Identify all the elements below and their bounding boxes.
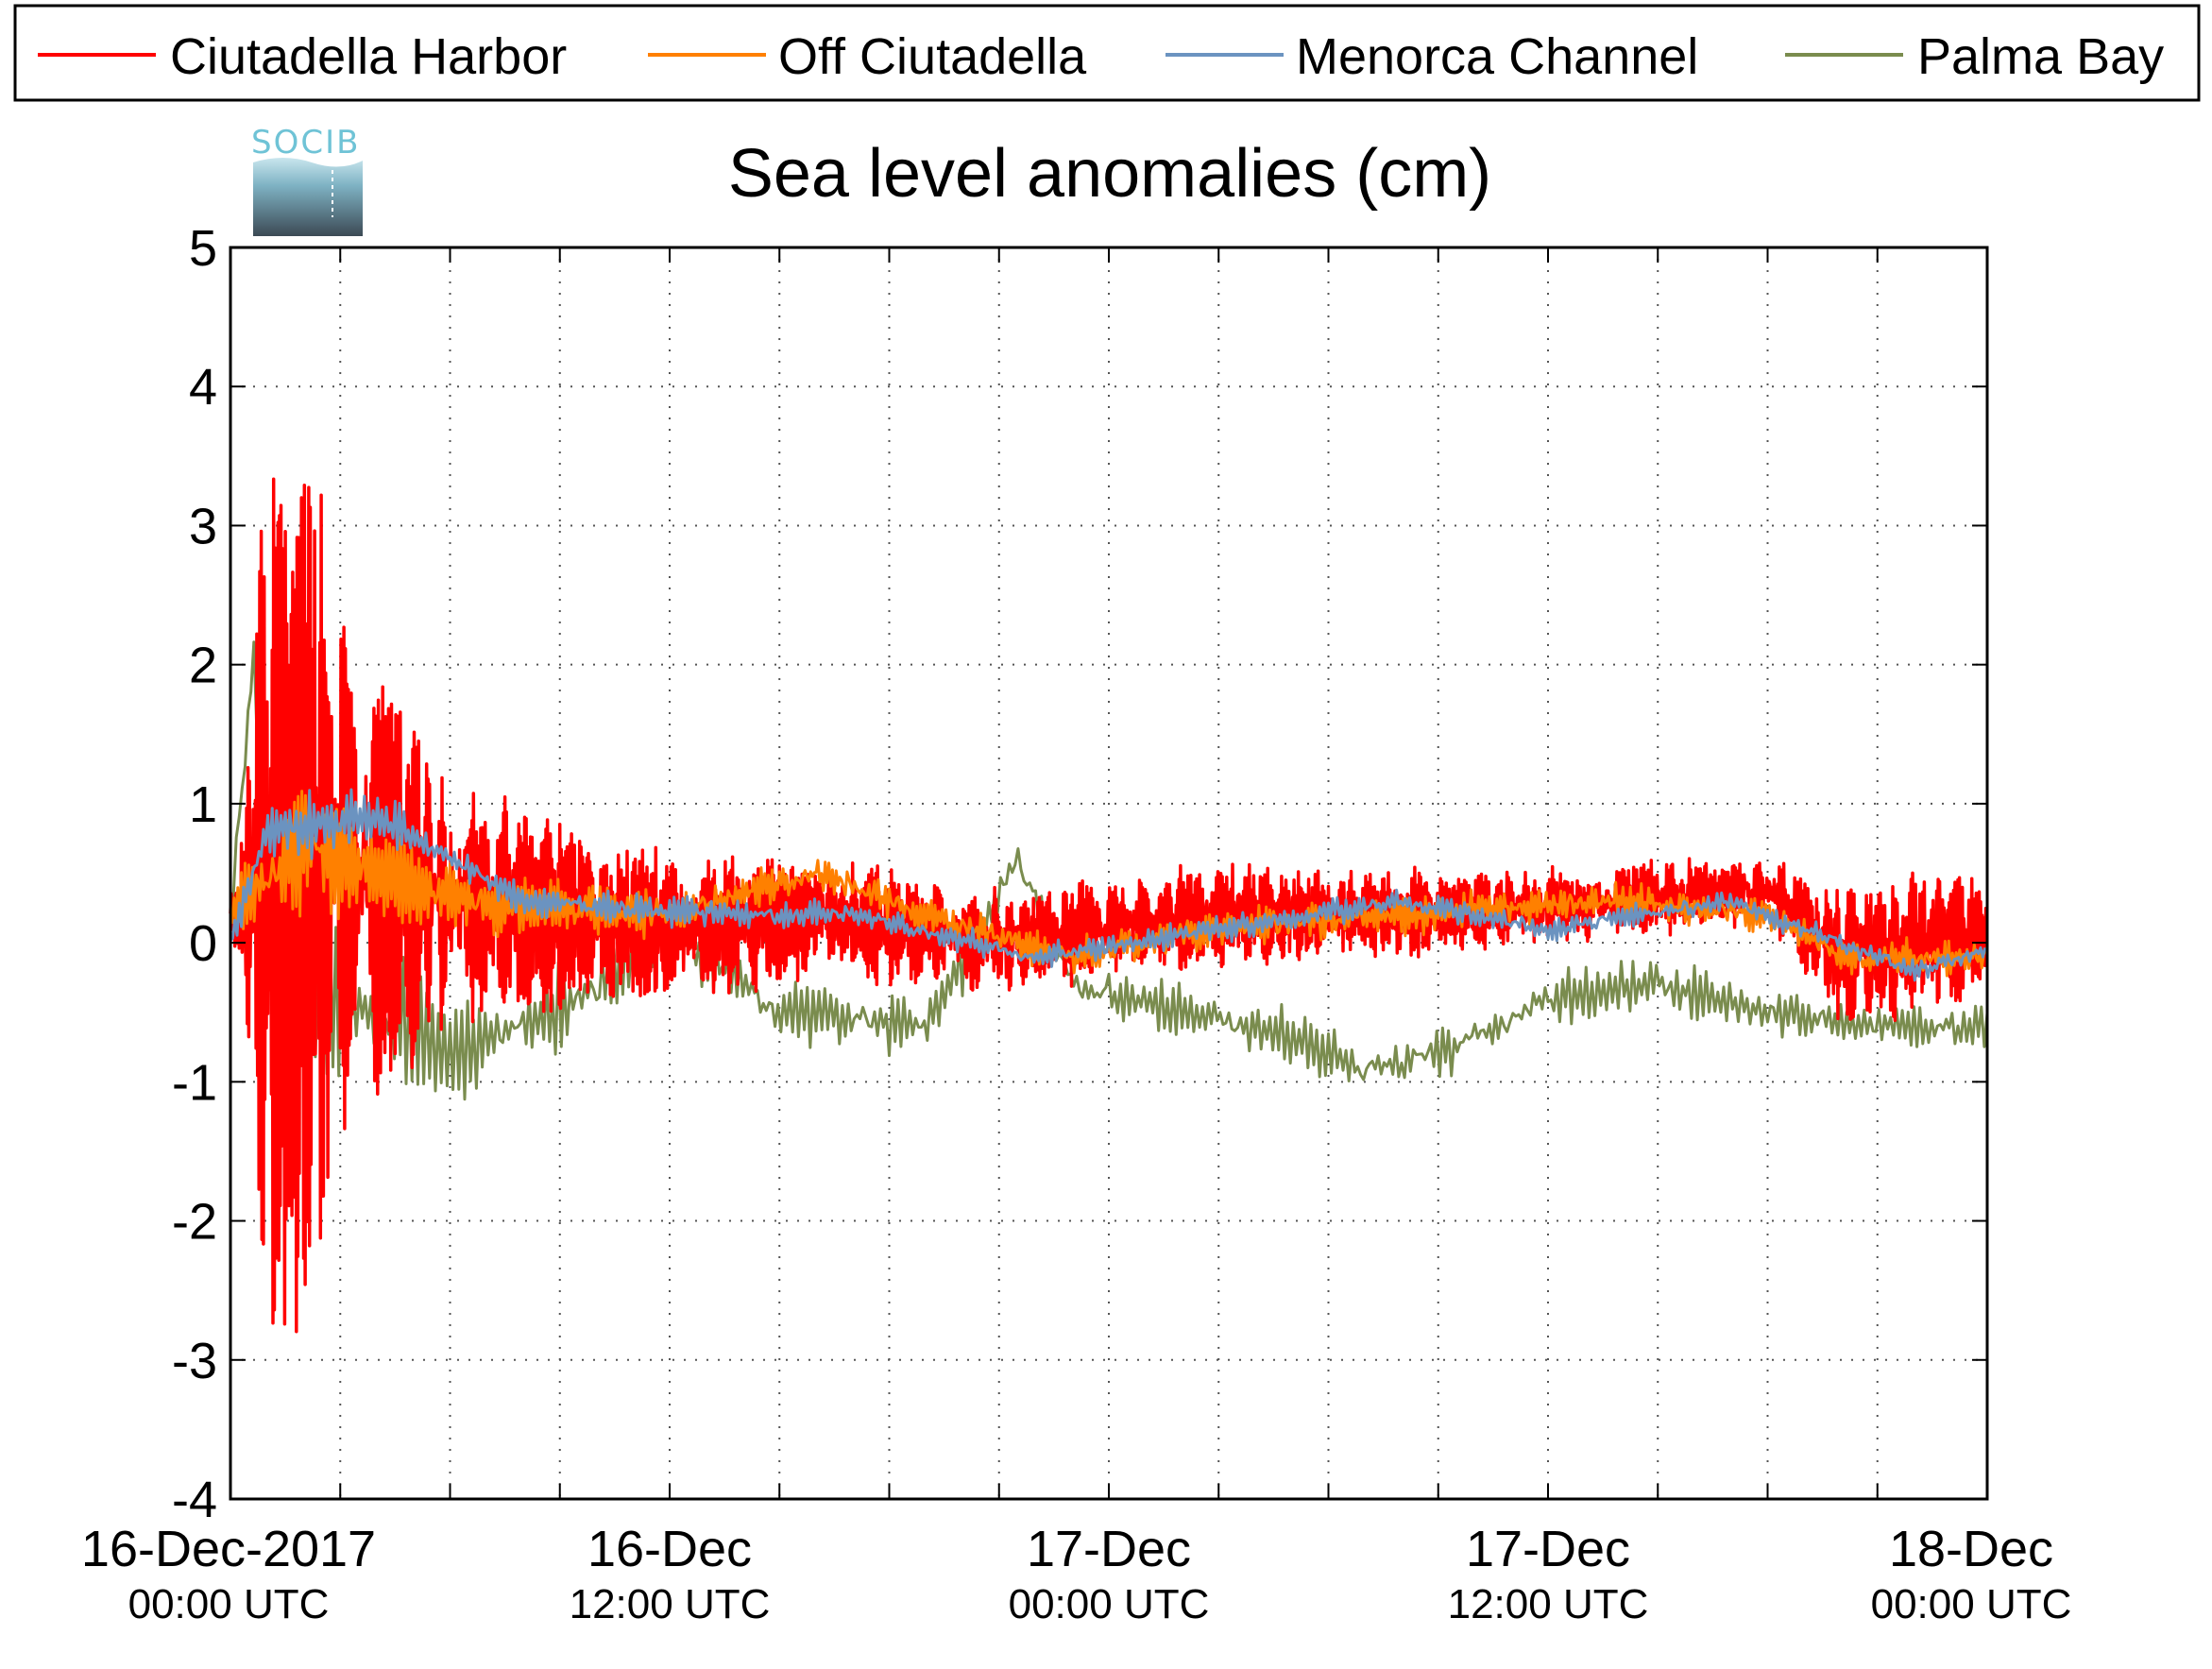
legend: Ciutadella Harbor Off Ciutadella Menorca… (13, 4, 2201, 102)
y-tick-label: -3 (172, 1333, 217, 1389)
y-tick-label: 1 (189, 776, 217, 833)
x-tick-label-date: 17-Dec (1466, 1521, 1630, 1577)
axis-ticks (230, 247, 1987, 1499)
chart-title: Sea level anomalies (cm) (728, 136, 1491, 212)
socib-logo: SOCIB (251, 124, 363, 236)
legend-label-palma-bay: Palma Bay (1917, 28, 2164, 85)
x-tick-label-date: 16-Dec (587, 1521, 752, 1577)
legend-label-menorca-channel: Menorca Channel (1296, 28, 1698, 85)
y-tick-label: -4 (172, 1472, 217, 1528)
series-line-ciutadella-harbor (229, 477, 1988, 1334)
y-tick-labels: 5 4 3 2 1 0 -1 -2 -3 -4 (172, 220, 217, 1528)
socib-logo-wave (253, 158, 363, 236)
socib-logo-text: SOCIB (251, 124, 360, 162)
y-tick-label: 0 (189, 915, 217, 972)
y-tick-label: -1 (172, 1054, 217, 1111)
x-tick-label-time: 00:00 UTC (1009, 1581, 1210, 1627)
legend-label-off-ciutadella: Off Ciutadella (778, 28, 1087, 85)
x-tick-label-time: 00:00 UTC (1871, 1581, 2072, 1627)
y-tick-label: 2 (189, 638, 217, 694)
legend-label-ciutadella-harbor: Ciutadella Harbor (170, 28, 567, 85)
x-tick-label-date: 16-Dec-2017 (81, 1521, 376, 1577)
y-tick-label: -2 (172, 1194, 217, 1251)
series-lines (229, 477, 1989, 1334)
x-tick-label-time: 12:00 UTC (570, 1581, 771, 1627)
x-tick-label-date: 18-Dec (1889, 1521, 2053, 1577)
x-tick-label-time: 12:00 UTC (1448, 1581, 1649, 1627)
y-tick-label: 5 (189, 220, 217, 277)
y-tick-label: 3 (189, 498, 217, 554)
series-line-menorca-channel (229, 788, 1987, 982)
y-tick-label: 4 (189, 359, 217, 416)
x-tick-label-date: 17-Dec (1027, 1521, 1191, 1577)
grid-lines (230, 247, 1987, 1499)
series-line-palma-bay (229, 640, 1989, 1101)
x-tick-label-time: 00:00 UTC (128, 1581, 330, 1627)
